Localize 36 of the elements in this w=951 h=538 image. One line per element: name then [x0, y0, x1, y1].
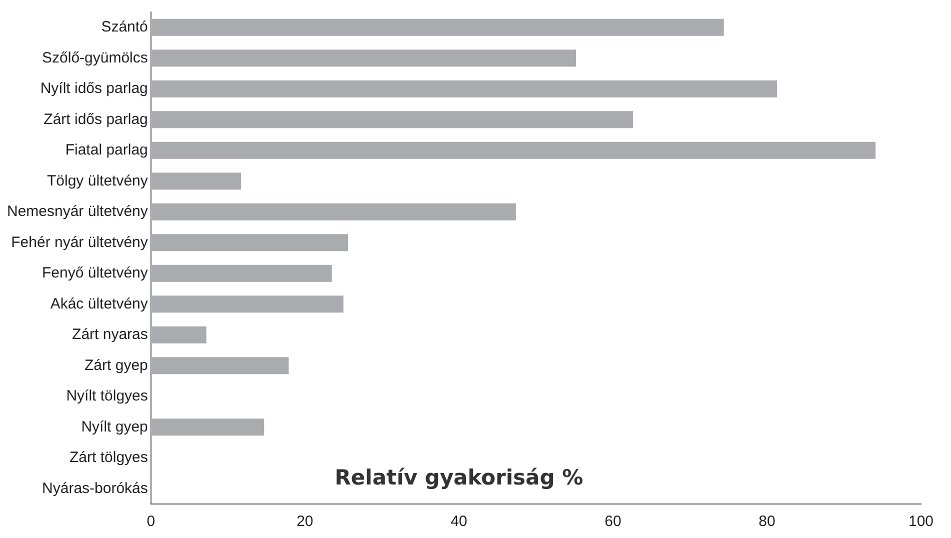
x-tick-label: 80 — [758, 513, 776, 530]
bar — [150, 357, 289, 374]
y-tick-label: Tölgy ültetvény — [47, 172, 148, 190]
y-tick-label: Akác ültetvény — [50, 295, 148, 312]
y-tick-label: Szántó — [101, 18, 148, 36]
x-tick-label: 0 — [146, 513, 156, 530]
x-axis-title: Relatív gyakoriság % — [334, 465, 584, 490]
y-tick-label: Nyílt tölgyes — [66, 388, 148, 405]
y-tick-label: Szőlő-gyümölcs — [42, 49, 148, 66]
y-tick-label: Fenyő ültetvény — [42, 264, 148, 282]
bar — [150, 296, 344, 313]
bar — [150, 418, 264, 436]
x-tick-label: 20 — [296, 513, 314, 530]
y-tick-label: Fiatal parlag — [65, 142, 148, 159]
x-tick-label: 60 — [604, 513, 622, 530]
bar — [150, 326, 206, 344]
x-tick-label: 100 — [908, 513, 934, 530]
y-tick-label: Zárt idős parlag — [44, 110, 148, 128]
bar — [150, 18, 724, 36]
y-tick-label: Nyílt idős parlag — [40, 80, 148, 98]
bar — [150, 142, 876, 159]
bar — [150, 203, 516, 220]
y-tick-label: Zárt gyep — [84, 356, 148, 374]
x-tick-label: 40 — [450, 513, 468, 530]
bar — [150, 50, 576, 67]
bar — [150, 172, 241, 190]
y-tick-label: Nyáras-borókás — [42, 480, 148, 497]
y-tick-label: Nyílt gyep — [81, 418, 148, 436]
bar — [150, 264, 332, 282]
bar — [150, 234, 348, 252]
y-tick-label: Fehér nyár ültetvény — [11, 234, 148, 251]
bar — [150, 111, 633, 128]
y-tick-label: Zárt nyaras — [72, 326, 148, 344]
y-tick-label: Zárt tölgyes — [70, 449, 148, 466]
bar — [150, 80, 777, 98]
y-tick-label: Nemesnyár ültetvény — [6, 203, 148, 220]
